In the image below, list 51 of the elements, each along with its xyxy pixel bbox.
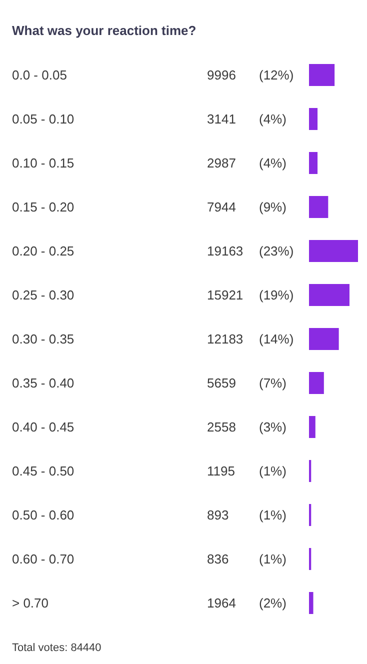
y-tick-label: 0.35 - 0.40 [12, 376, 74, 391]
data-label: (1%) [259, 464, 286, 479]
y-tick-label: 0.25 - 0.30 [12, 288, 74, 303]
data-label: (4%) [259, 156, 286, 171]
bar [309, 152, 318, 174]
text: 15921 [207, 288, 244, 303]
data-label: (3%) [259, 420, 286, 435]
text: 9996 [207, 68, 236, 83]
y-tick-label: 0.30 - 0.35 [12, 332, 74, 347]
text: 2987 [207, 156, 236, 171]
y-tick-label: 0.40 - 0.45 [12, 420, 74, 435]
text: 5659 [207, 376, 236, 391]
bar [309, 196, 328, 218]
data-label: (14%) [259, 332, 294, 347]
bar [309, 284, 350, 306]
data-label: (12%) [259, 68, 294, 83]
bar [309, 592, 314, 614]
y-tick-label: 0.0 - 0.05 [12, 68, 67, 83]
data-label: (23%) [259, 244, 294, 259]
data-label: (9%) [259, 200, 286, 215]
data-label: (1%) [259, 508, 286, 523]
y-tick-label: 0.60 - 0.70 [12, 552, 74, 567]
text: 12183 [207, 332, 244, 347]
y-tick-label: > 0.70 [12, 596, 49, 611]
data-label: (1%) [259, 552, 286, 567]
bar [309, 328, 339, 350]
y-tick-label: 0.45 - 0.50 [12, 464, 74, 479]
bar [309, 240, 358, 262]
text: 19163 [207, 244, 244, 259]
text: 893 [207, 508, 229, 523]
y-tick-label: 0.15 - 0.20 [12, 200, 74, 215]
text: 836 [207, 552, 229, 567]
bar [309, 372, 324, 394]
text: 2558 [207, 420, 236, 435]
text: 7944 [207, 200, 236, 215]
text: 1964 [207, 596, 236, 611]
bar [309, 108, 318, 130]
text: 1195 [207, 464, 235, 479]
bar [309, 416, 316, 438]
text: What was your reaction time? [12, 23, 196, 38]
data-label: (7%) [259, 376, 286, 391]
y-tick-label: 0.20 - 0.25 [12, 244, 74, 259]
text: 3141 [207, 112, 236, 127]
y-tick-label: 0.10 - 0.15 [12, 156, 74, 171]
y-tick-label: 0.05 - 0.10 [12, 112, 74, 127]
data-label: (4%) [259, 112, 286, 127]
data-label: (2%) [259, 596, 286, 611]
bar [309, 64, 335, 86]
data-label: (19%) [259, 288, 294, 303]
text: Total votes: 84440 [12, 642, 102, 654]
y-tick-label: 0.50 - 0.60 [12, 508, 74, 523]
